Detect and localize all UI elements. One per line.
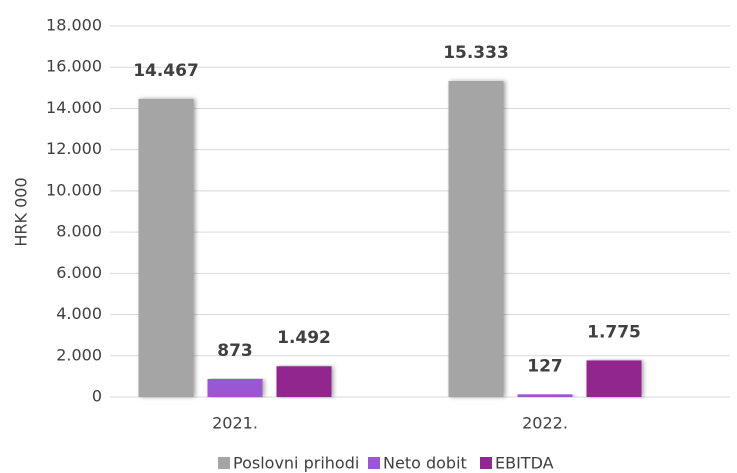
legend-swatch [480, 457, 492, 469]
y-tick-label: 2.000 [56, 345, 102, 364]
value-label: 1.775 [587, 322, 641, 342]
y-tick-label: 18.000 [46, 16, 102, 35]
legend-label: EBITDA [495, 454, 554, 473]
y-tick-label: 4.000 [56, 304, 102, 323]
bar [586, 360, 642, 397]
bar [276, 366, 332, 397]
x-tick-label: 2021. [212, 414, 258, 433]
bar [207, 379, 263, 397]
bar [138, 98, 194, 397]
legend-swatch [368, 457, 380, 469]
value-label: 873 [217, 341, 253, 361]
y-tick-label: 14.000 [46, 98, 102, 117]
x-tick-label: 2022. [522, 414, 568, 433]
bar [517, 394, 573, 397]
y-tick-label: 8.000 [56, 222, 102, 241]
value-label: 1.492 [277, 328, 331, 348]
y-tick-label: 16.000 [46, 57, 102, 76]
legend-label: Neto dobit [383, 454, 467, 473]
legend-label: Poslovni prihodi [233, 454, 359, 473]
y-tick-label: 6.000 [56, 263, 102, 282]
legend-swatch [218, 457, 230, 469]
y-axis-label: HRK 000 [12, 177, 31, 246]
value-label: 15.333 [443, 43, 509, 63]
y-tick-label: 10.000 [46, 180, 102, 199]
value-label: 127 [527, 356, 563, 376]
y-tick-label: 12.000 [46, 139, 102, 158]
bar [448, 80, 504, 397]
value-label: 14.467 [133, 61, 199, 81]
y-tick-label: 0 [92, 387, 102, 406]
